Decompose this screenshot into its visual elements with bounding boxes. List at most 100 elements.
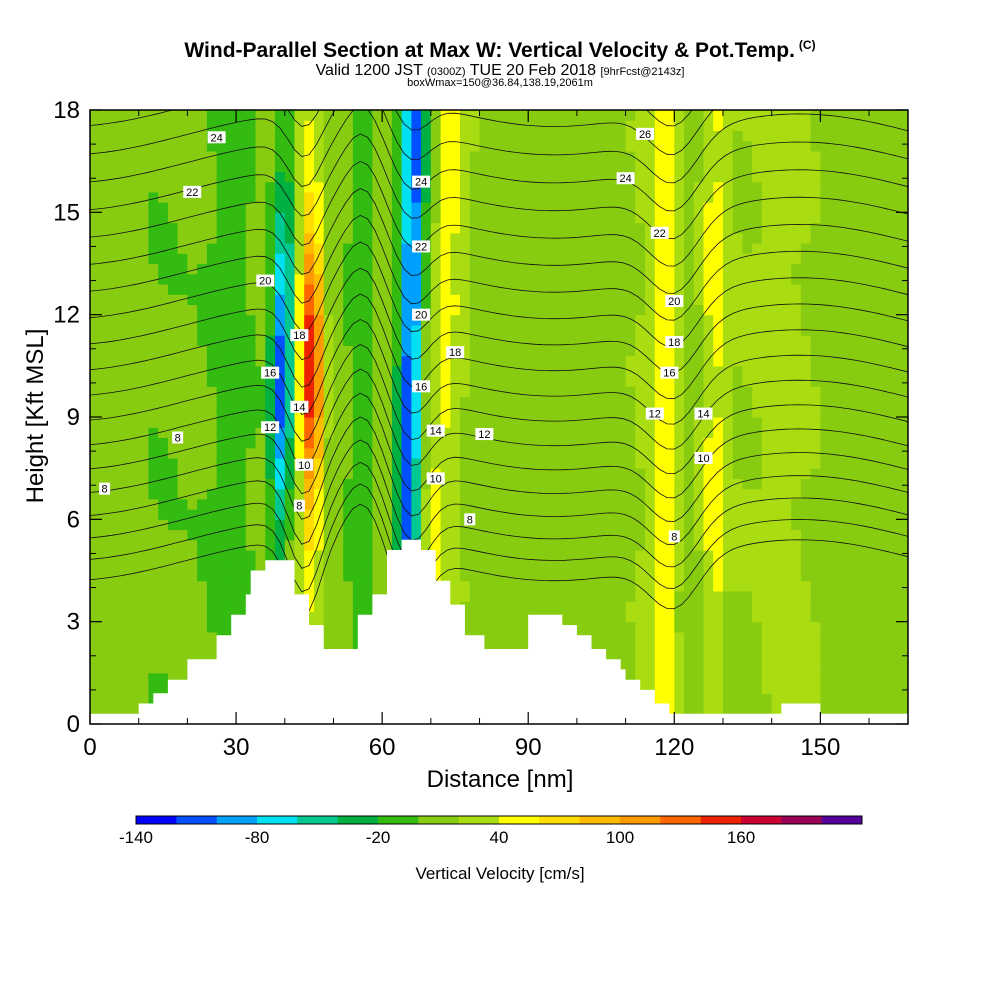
field-cell — [90, 488, 101, 500]
field-cell — [693, 468, 705, 479]
field-cell — [197, 621, 208, 633]
field-cell — [187, 457, 198, 469]
field-cell — [635, 683, 646, 694]
field-cell — [732, 662, 743, 674]
field-cell — [625, 273, 636, 285]
field-cell — [352, 560, 364, 572]
field-cell — [138, 314, 149, 326]
field-cell — [742, 601, 753, 612]
field-cell — [576, 498, 588, 510]
field-cell — [888, 191, 899, 203]
field-cell — [820, 642, 831, 653]
field-cell — [810, 386, 821, 398]
field-cell — [810, 263, 821, 275]
field-cell — [129, 253, 140, 265]
field-cell — [138, 662, 149, 674]
field-cell — [693, 703, 705, 715]
field-cell — [401, 212, 412, 224]
field-cell — [752, 611, 763, 623]
field-cell — [129, 427, 140, 438]
field-cell — [820, 672, 831, 684]
field-cell — [830, 703, 841, 715]
field-cell — [830, 672, 841, 684]
field-cell — [197, 161, 208, 172]
field-cell — [167, 171, 179, 183]
field-cell — [294, 202, 305, 213]
field-cell — [878, 601, 890, 612]
field-cell — [752, 324, 763, 336]
field-cell — [148, 591, 159, 602]
field-cell — [528, 110, 539, 121]
field-cell — [216, 150, 227, 162]
field-cell — [119, 161, 130, 172]
field-cell — [362, 284, 373, 295]
field-cell — [167, 642, 179, 653]
field-cell — [557, 304, 568, 316]
field-cell — [684, 478, 695, 490]
field-cell — [382, 294, 393, 305]
field-cell — [265, 355, 276, 367]
field-cell — [723, 161, 734, 172]
field-cell — [90, 304, 101, 316]
field-cell — [800, 171, 812, 183]
field-cell — [206, 396, 218, 408]
field-cell — [226, 437, 237, 449]
field-cell — [664, 570, 675, 582]
field-cell — [869, 683, 880, 694]
field-cell — [119, 140, 130, 152]
field-cell — [352, 150, 364, 162]
field-cell — [158, 140, 169, 152]
field-cell — [352, 202, 364, 213]
field-cell — [148, 457, 159, 469]
field-cell — [791, 345, 802, 357]
field-cell — [391, 335, 403, 346]
field-cell — [187, 509, 198, 520]
field-cell — [684, 314, 695, 326]
field-cell — [888, 212, 899, 224]
field-cell — [187, 273, 198, 285]
field-cell — [323, 519, 334, 531]
field-cell — [421, 468, 432, 479]
field-cell — [703, 488, 714, 500]
field-cell — [90, 519, 101, 531]
field-cell — [197, 294, 208, 305]
field-cell — [839, 498, 851, 510]
field-cell — [878, 642, 890, 653]
field-cell — [489, 376, 500, 387]
field-cell — [810, 693, 821, 705]
field-cell — [499, 519, 510, 531]
field-cell — [742, 529, 753, 541]
field-cell — [158, 202, 169, 213]
field-cell — [849, 314, 860, 326]
field-cell — [119, 304, 130, 316]
field-cell — [499, 468, 510, 479]
field-cell — [109, 171, 120, 183]
field-cell — [732, 181, 743, 193]
field-cell — [635, 294, 646, 305]
field-cell — [820, 212, 831, 224]
field-cell — [304, 140, 315, 152]
field-cell — [167, 232, 179, 244]
field-cell — [849, 140, 860, 152]
field-cell — [206, 427, 218, 438]
field-cell — [518, 529, 529, 541]
field-cell — [265, 202, 276, 213]
field-cell — [752, 683, 763, 694]
field-cell — [382, 273, 393, 285]
field-cell — [615, 621, 627, 633]
field-cell — [197, 263, 208, 275]
field-cell — [567, 611, 578, 623]
field-cell — [742, 447, 753, 459]
field-cell — [761, 509, 773, 520]
field-cell — [625, 529, 636, 541]
field-cell — [606, 130, 617, 142]
field-cell — [265, 243, 276, 254]
field-cell — [654, 324, 666, 336]
field-cell — [752, 304, 763, 316]
field-cell — [401, 365, 412, 377]
field-cell — [460, 273, 471, 285]
field-cell — [761, 683, 773, 694]
field-cell — [849, 570, 860, 582]
field-cell — [771, 529, 782, 541]
field-cell — [830, 580, 841, 592]
